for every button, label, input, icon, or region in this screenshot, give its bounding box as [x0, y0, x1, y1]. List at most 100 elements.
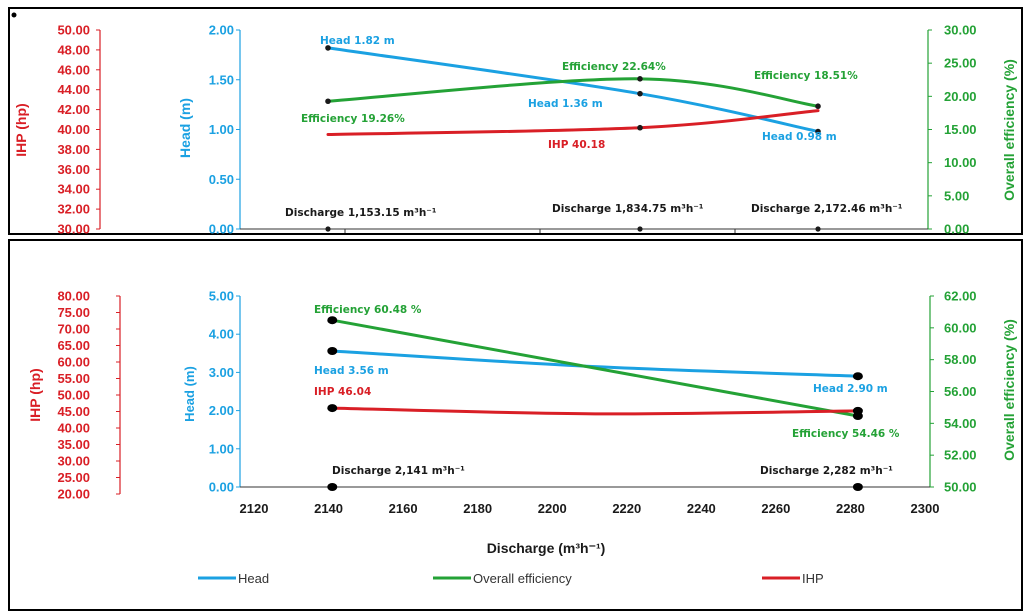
panel-a-head-line	[326, 46, 820, 133]
panel-b-ihp-tick: 20.00	[57, 487, 90, 502]
panel-b-eff-label: Efficiency 54.46 %	[792, 428, 900, 440]
panel-b-efficiency-line	[330, 318, 860, 418]
panel-b-eff-tick: 60.00	[944, 320, 977, 335]
panel-a-efficiency-point	[637, 76, 643, 82]
panel-a-eff-label: Efficiency 18.51%	[754, 70, 858, 82]
panel-a-head-point	[325, 45, 331, 51]
panel-b-eff-tick: 58.00	[944, 352, 977, 367]
panel-b-baseline-point	[327, 483, 338, 491]
panel-a-head-tick: 0.50	[209, 172, 234, 187]
panel-b-eff-tick: 54.00	[944, 416, 977, 431]
panel-a-discharge-label: Discharge 1,153.15 m³h⁻¹	[285, 207, 437, 219]
panel-b-head-point	[327, 347, 338, 356]
panel-a-efficiency-point	[815, 103, 821, 110]
panel-a-ihp-tick: 50.00	[57, 23, 90, 38]
panel-b-eff-tick: 62.00	[944, 289, 977, 304]
panel-b-x-tick: 2140	[314, 501, 343, 516]
panel-b-ihp-line	[330, 406, 860, 416]
panel-a-eff-tick: 25.00	[944, 56, 977, 71]
panel-a-ihp-tick: 46.00	[57, 62, 90, 77]
panel-b-head-line	[330, 349, 860, 378]
panel-a-head-label: Head 0.98 m	[762, 131, 837, 143]
panel-b-x-tick: 2260	[761, 501, 790, 516]
panel-a-baseline-point	[815, 226, 821, 232]
panel-b-head-tick: 2.00	[209, 403, 234, 418]
panel-b-head-label: Head 2.90 m	[813, 383, 888, 395]
panel-b-efficiency-point	[327, 316, 338, 325]
panel-a-head-tick: 1.00	[209, 122, 234, 137]
panel-b-head-axis-title: Head (m)	[182, 366, 197, 422]
panel-a-ihp-point	[637, 124, 643, 131]
panel-a-head-tick: 2.00	[209, 23, 234, 38]
panel-a-ihp-tick: 34.00	[57, 182, 90, 197]
panel-b-frame	[8, 239, 1023, 611]
panel-b-head-tick: 4.00	[209, 327, 234, 342]
panel-b-head-tick: 3.00	[209, 365, 234, 380]
panel-b-ihp-tick: 70.00	[57, 322, 90, 337]
legend-head-label: Head	[238, 571, 269, 586]
panel-b-ihp-tick: 55.00	[57, 371, 90, 386]
panel-b-x-tick: 2120	[240, 501, 269, 516]
legend-ihp-label: IHP	[802, 571, 824, 586]
panel-a-eff-label: Efficiency 19.26%	[301, 113, 405, 125]
panel-b-baseline-point	[852, 483, 863, 491]
panel-b-ihp-tick: 45.00	[57, 404, 90, 419]
panel-b-ihp-tick: 50.00	[57, 388, 90, 403]
panel-b-discharge-label: Discharge 2,141 m³h⁻¹	[332, 465, 465, 477]
panel-a-ihp-tick: 36.00	[57, 162, 90, 177]
panel-b-ihp-point	[327, 404, 338, 413]
panel-b-x-tick: 2280	[836, 501, 865, 516]
panel-b-ihp-tick: 65.00	[57, 338, 90, 353]
panel-a-ihp-axis-title: IHP (hp)	[13, 103, 29, 156]
panel-a-ihp-tick: 38.00	[57, 142, 90, 157]
panel-a-baseline-point	[325, 226, 331, 232]
panel-b-ihp-tick: 35.00	[57, 437, 90, 452]
panel-a-head-label: Head 1.36 m	[528, 98, 603, 110]
panel-b-head-tick: 5.00	[209, 289, 234, 304]
panel-b-x-tick: 2180	[463, 501, 492, 516]
panel-a-eff-tick: 10.00	[944, 155, 977, 170]
panel-a-eff-tick: 20.00	[944, 89, 977, 104]
panel-b-ihp-tick: 80.00	[57, 289, 90, 304]
legend-efficiency-label: Overall efficiency	[473, 571, 572, 586]
panel-a-head-point	[637, 90, 643, 97]
panel-b-ihp-tick: 40.00	[57, 421, 90, 436]
panel-a-eff-label: Efficiency 22.64%	[562, 61, 666, 73]
panel-b-ihp-tick: 60.00	[57, 355, 90, 370]
panel-a-ihp-tick: 32.00	[57, 202, 90, 217]
panel-b-x-tick: 2220	[612, 501, 641, 516]
panel-a-efficiency-point	[325, 98, 331, 105]
panel-b-eff-tick: 52.00	[944, 448, 977, 463]
panel-b-head-tick: 1.00	[209, 441, 234, 456]
panel-a-ihp-line	[326, 109, 820, 136]
panel-a-eff-tick: 30.00	[944, 23, 977, 38]
panel-b-eff-tick: 56.00	[944, 384, 977, 399]
panel-a-frame	[8, 7, 1023, 235]
panel-a-head-tick: 0.00	[209, 222, 234, 237]
panel-a-eff-tick: 15.00	[944, 122, 977, 137]
panel-b-x-tick: 2300	[911, 501, 940, 516]
panel-a-ihp-tick: 48.00	[57, 42, 90, 57]
panel-b-x-tick: 2200	[538, 501, 567, 516]
panel-b-x-axis-title: Discharge (m³h⁻¹)	[487, 540, 606, 556]
panel-b-eff-tick: 50.00	[944, 480, 977, 495]
panel-a-ihp-tick: 30.00	[57, 222, 90, 237]
panel-a-eff-axis-title: Overall efficiency (%)	[1001, 59, 1017, 201]
panel-b-x-tick: 2240	[687, 501, 716, 516]
panel-a-ihp-tick: 40.00	[57, 122, 90, 137]
panel-b-ihp-tick: 75.00	[57, 305, 90, 320]
panel-a-eff-tick: 5.00	[944, 188, 969, 203]
panel-b-eff-axis-title: Overall efficiency (%)	[1001, 319, 1017, 461]
panel-a-head-axis-title: Head (m)	[177, 98, 193, 158]
panel-b-ihp-label: IHP 46.04	[314, 386, 371, 398]
panel-b-ihp-tick: 25.00	[57, 470, 90, 485]
panel-a-eff-tick: 0.00	[944, 222, 969, 237]
panel-b-ihp-point	[852, 406, 863, 415]
panel-b-head-tick: 0.00	[209, 480, 234, 495]
panel-a-ihp-tick: 44.00	[57, 82, 90, 97]
panel-a-ihp-tick: 42.00	[57, 102, 90, 117]
panel-a-dot	[11, 12, 17, 18]
panel-a-ihp-label: IHP 40.18	[548, 139, 605, 151]
panel-b-x-tick: 2160	[389, 501, 418, 516]
